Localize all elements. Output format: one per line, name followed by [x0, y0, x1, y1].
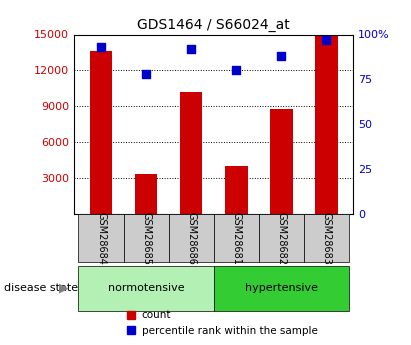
- Bar: [180, 92, 203, 214]
- Title: GDS1464 / S66024_at: GDS1464 / S66024_at: [137, 18, 290, 32]
- Point: [98, 44, 104, 50]
- Text: GSM28683: GSM28683: [321, 211, 331, 265]
- Text: ▶: ▶: [59, 282, 69, 295]
- Text: GSM28686: GSM28686: [186, 211, 196, 265]
- Text: hypertensive: hypertensive: [245, 283, 318, 293]
- Point: [278, 53, 285, 59]
- Legend: count, percentile rank within the sample: count, percentile rank within the sample: [122, 306, 322, 340]
- Bar: [225, 166, 247, 214]
- FancyBboxPatch shape: [79, 214, 124, 262]
- Point: [233, 68, 240, 73]
- Point: [323, 37, 330, 43]
- FancyBboxPatch shape: [214, 214, 259, 262]
- Text: GSM28685: GSM28685: [141, 211, 151, 265]
- FancyBboxPatch shape: [304, 214, 349, 262]
- Text: GSM28682: GSM28682: [276, 211, 286, 265]
- Text: GSM28681: GSM28681: [231, 211, 241, 265]
- Bar: [315, 36, 338, 214]
- FancyBboxPatch shape: [79, 266, 214, 311]
- Text: GSM28684: GSM28684: [96, 211, 106, 265]
- Point: [188, 46, 194, 52]
- Point: [143, 71, 149, 77]
- Bar: [270, 109, 293, 214]
- Text: normotensive: normotensive: [108, 283, 185, 293]
- FancyBboxPatch shape: [214, 266, 349, 311]
- FancyBboxPatch shape: [124, 214, 169, 262]
- FancyBboxPatch shape: [169, 214, 214, 262]
- Bar: [90, 51, 112, 214]
- Bar: [135, 175, 157, 214]
- Text: disease state: disease state: [4, 283, 78, 293]
- FancyBboxPatch shape: [259, 214, 304, 262]
